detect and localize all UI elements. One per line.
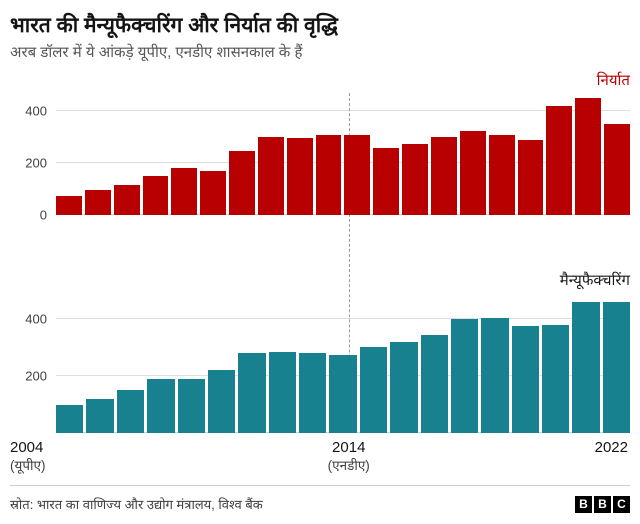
bbc-logo: B B C bbox=[575, 495, 630, 513]
bbc-logo-letter-c: C bbox=[613, 495, 630, 513]
gridline-200 bbox=[56, 162, 630, 164]
manufacturing-bar-2010 bbox=[238, 353, 266, 433]
charts-area: निर्यात 0 200 400 मैन्यूफैक्चरिंग 200 400 2… bbox=[10, 69, 631, 479]
exports-bar-2009 bbox=[200, 170, 227, 215]
exports-bar-chart: 0 200 400 bbox=[10, 93, 630, 223]
x-tick-year: 2004 bbox=[10, 439, 44, 456]
exports-bar-2020 bbox=[517, 139, 544, 215]
manufacturing-bar-2022 bbox=[602, 301, 631, 433]
baseline bbox=[56, 214, 630, 215]
exports-bar-2012 bbox=[286, 138, 313, 215]
chart-subtitle: अरब डॉलर में ये आंकड़े यूपीए, एनडीए शासन… bbox=[10, 44, 303, 61]
exports-bar-2010 bbox=[229, 151, 255, 215]
manufacturing-bar-2018 bbox=[481, 317, 509, 433]
gridline-400 bbox=[56, 110, 630, 112]
manufacturing-bar-2007 bbox=[147, 378, 175, 433]
chart-title: भारत की मैन्यूफैक्चरिंग और निर्यात की वृ… bbox=[10, 14, 338, 37]
gridline-400 bbox=[56, 317, 630, 319]
exports-bar-2004 bbox=[56, 195, 82, 215]
x-tick-2004: 2004 (यूपीए) bbox=[10, 438, 45, 474]
exports-bar-2018 bbox=[459, 130, 486, 215]
exports-bar-2016 bbox=[402, 143, 428, 215]
manufacturing-bar-2013 bbox=[329, 354, 357, 433]
y-tick-label-400: 400 bbox=[25, 103, 47, 119]
x-tick-year: 2022 bbox=[594, 439, 628, 456]
x-tick-2014: 2014 (एनडीए) bbox=[328, 438, 370, 474]
bbc-logo-letter-b2: B bbox=[594, 495, 611, 513]
exports-bar-2013 bbox=[315, 134, 342, 215]
exports-bar-2023 bbox=[604, 124, 630, 215]
footer: स्रोत: भारत का वाणिज्य और उद्योग मंत्राल… bbox=[10, 486, 630, 513]
exports-bar-2005 bbox=[84, 190, 111, 215]
exports-bar-2015 bbox=[373, 147, 400, 215]
exports-bar-2022 bbox=[575, 98, 602, 215]
manufacturing-bars bbox=[56, 299, 631, 433]
exports-bar-2021 bbox=[546, 105, 573, 215]
x-axis: 2004 (यूपीए) 2014 (एनडीए) 2022 bbox=[10, 433, 630, 479]
manufacturing-bar-2012 bbox=[299, 353, 327, 433]
x-tick-2022: 2022 bbox=[595, 438, 628, 457]
manufacturing-bar-chart: 200 400 bbox=[10, 299, 631, 433]
manufacturing-bar-2017 bbox=[450, 318, 479, 433]
manufacturing-bar-2016 bbox=[420, 334, 448, 433]
y-tick-label-400: 400 bbox=[25, 311, 47, 327]
manufacturing-bar-2020 bbox=[542, 324, 570, 433]
exports-bars bbox=[56, 93, 630, 215]
exports-bar-2008 bbox=[171, 168, 198, 215]
y-tick-label-200: 200 bbox=[25, 368, 47, 384]
footer-divider bbox=[10, 485, 630, 486]
era-divider-dashed-line bbox=[348, 93, 350, 433]
exports-bar-2019 bbox=[488, 134, 515, 215]
exports-series-label: निर्यात bbox=[596, 72, 630, 89]
manufacturing-bar-2021 bbox=[572, 301, 600, 433]
exports-bar-2007 bbox=[142, 176, 169, 215]
manufacturing-bar-2004 bbox=[56, 404, 84, 433]
bbc-logo-letter-b1: B bbox=[575, 495, 592, 513]
source-text: स्रोत: भारत का वाणिज्य और उद्योग मंत्राल… bbox=[10, 497, 263, 512]
exports-bar-2014 bbox=[344, 134, 371, 215]
exports-plot-area: 0 200 400 bbox=[25, 93, 630, 223]
exports-bar-2017 bbox=[430, 137, 457, 215]
y-tick-label-200: 200 bbox=[25, 155, 47, 171]
manufacturing-bar-2009 bbox=[207, 370, 236, 433]
x-tick-era: (यूपीए) bbox=[10, 458, 46, 473]
x-tick-era: (एनडीए) bbox=[327, 458, 370, 473]
manufacturing-bar-2008 bbox=[177, 378, 205, 433]
y-tick-label-0: 0 bbox=[39, 207, 47, 223]
manufacturing-bar-2005 bbox=[86, 398, 114, 433]
manufacturing-series-label: मैन्यूफैक्चरिंग bbox=[559, 272, 630, 289]
manufacturing-bar-2015 bbox=[390, 341, 418, 433]
x-tick-year: 2014 bbox=[332, 439, 366, 456]
manufacturing-bar-2019 bbox=[511, 326, 539, 433]
manufacturing-bar-2006 bbox=[116, 390, 145, 433]
manufacturing-bar-2011 bbox=[268, 351, 296, 433]
manufacturing-bar-2014 bbox=[359, 347, 388, 433]
exports-bar-2006 bbox=[113, 185, 140, 215]
exports-bar-2011 bbox=[257, 137, 284, 215]
manufacturing-plot-area: 200 400 bbox=[25, 299, 631, 433]
